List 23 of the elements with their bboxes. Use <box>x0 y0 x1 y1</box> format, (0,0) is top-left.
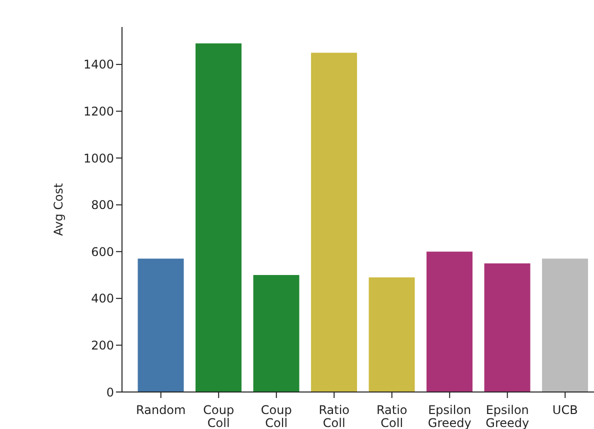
y-tick-label: 1000 <box>83 151 114 166</box>
bar <box>484 263 530 392</box>
bar <box>311 52 358 392</box>
y-tick-label: 0 <box>106 385 114 400</box>
bar <box>138 258 184 392</box>
y-tick-label: 800 <box>91 198 114 212</box>
x-tick-label: Coup Coll <box>203 403 234 429</box>
y-tick-label: 200 <box>91 338 114 352</box>
bar <box>196 43 242 392</box>
x-tick-label: UCB <box>552 403 578 417</box>
y-tick-label: 1400 <box>83 58 114 72</box>
x-tick-label: Ratio Coll <box>376 403 408 429</box>
y-axis-title: Avg Cost <box>51 182 66 236</box>
x-tick-label: Coup Coll <box>260 403 292 429</box>
bar <box>253 275 300 392</box>
x-tick-label: Ratio Coll <box>318 403 350 429</box>
bar <box>542 258 588 392</box>
bar <box>426 252 473 392</box>
bar <box>368 277 415 392</box>
y-tick-label: 600 <box>91 244 114 259</box>
x-tick-label: Random <box>136 403 186 417</box>
y-tick-label: 400 <box>91 292 114 306</box>
y-tick-label: 1200 <box>83 104 114 118</box>
